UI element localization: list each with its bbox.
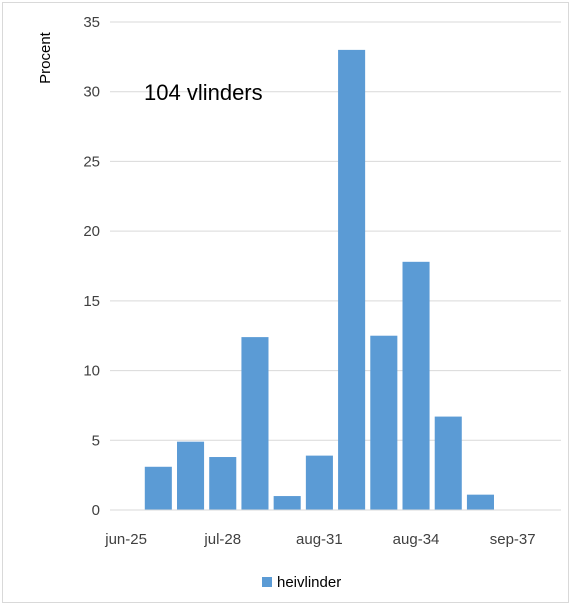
bar	[144, 466, 172, 510]
x-tick-label: sep-37	[490, 531, 536, 548]
bars	[144, 49, 494, 511]
bar	[338, 49, 366, 511]
bar	[177, 441, 205, 510]
bar	[370, 335, 398, 510]
bar	[434, 416, 462, 510]
x-tick-labels: jun-25 jul-28 aug-31 aug-34 sep-37	[104, 531, 535, 548]
x-tick-label: jul-28	[203, 531, 241, 548]
y-tick-label: 20	[83, 223, 100, 240]
legend: heivlinder	[262, 574, 341, 591]
x-tick-label: aug-34	[393, 531, 440, 548]
bar	[241, 337, 269, 510]
y-tick-label: 30	[83, 84, 100, 101]
y-tick-label: 10	[83, 363, 100, 380]
bar	[305, 455, 333, 510]
y-tick-labels: 0 5 10 15 20 25 30 35	[83, 14, 100, 519]
bar	[273, 496, 301, 510]
bar	[402, 261, 430, 510]
x-tick-label: aug-31	[296, 531, 343, 548]
y-tick-label: 0	[92, 502, 100, 519]
legend-label: heivlinder	[277, 574, 341, 591]
chart-annotation: 104 vlinders	[144, 80, 263, 105]
bar	[209, 457, 237, 510]
gridlines	[110, 21, 561, 441]
y-tick-label: 25	[83, 153, 100, 170]
bar	[466, 494, 494, 510]
x-tick-label: jun-25	[104, 531, 147, 548]
y-axis-label: Procent	[37, 31, 54, 84]
y-tick-label: 35	[83, 14, 100, 31]
y-tick-label: 5	[92, 432, 100, 449]
legend-swatch	[262, 577, 272, 587]
y-tick-label: 15	[83, 293, 100, 310]
